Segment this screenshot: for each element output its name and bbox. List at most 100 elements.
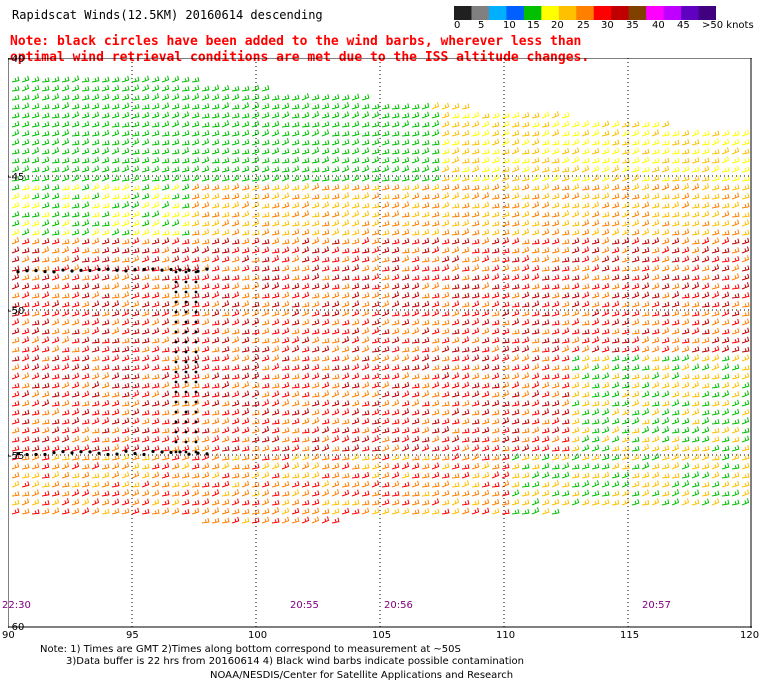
- wind-barb: [41, 399, 50, 407]
- wind-barb: [201, 175, 210, 182]
- wind-barb: [141, 93, 150, 101]
- wind-barb: [251, 111, 260, 119]
- wind-barb: [101, 284, 110, 290]
- wind-barb: [291, 400, 300, 407]
- wind-barb: [481, 156, 490, 164]
- wind-barb: [11, 165, 20, 173]
- wind-barb: [591, 264, 600, 272]
- wind-barb: [711, 318, 720, 326]
- wind-barb: [521, 318, 530, 326]
- wind-barb: [351, 382, 360, 389]
- wind-barb: [301, 471, 310, 479]
- wind-barb: [731, 175, 740, 182]
- contamination-marker: [16, 451, 20, 456]
- wind-barb: [471, 507, 480, 515]
- contamination-marker: [106, 267, 110, 271]
- wind-barb: [341, 255, 350, 263]
- contamination-marker: [194, 280, 198, 284]
- wind-barb: [231, 436, 240, 443]
- wind-barb: [601, 183, 610, 191]
- wind-barb: [231, 472, 240, 479]
- wind-barb: [321, 147, 330, 155]
- wind-barb: [111, 166, 120, 173]
- wind-barb: [351, 309, 360, 317]
- wind-barb: [41, 310, 50, 317]
- wind-barb: [71, 84, 80, 92]
- wind-barb: [271, 301, 280, 308]
- wind-barb: [591, 490, 600, 497]
- wind-barb: [141, 427, 150, 434]
- wind-barb: [321, 229, 330, 236]
- wind-barb: [301, 102, 310, 110]
- wind-barb: [271, 318, 280, 326]
- wind-barb: [481, 346, 490, 353]
- wind-speed-colorbar: [454, 6, 716, 20]
- wind-barb: [281, 291, 290, 299]
- wind-barb: [361, 471, 370, 479]
- wind-barb: [81, 455, 90, 461]
- wind-barb: [361, 455, 370, 461]
- wind-barb: [461, 113, 470, 119]
- wind-barb: [421, 220, 430, 227]
- wind-barb: [521, 194, 530, 200]
- wind-barb: [281, 148, 290, 155]
- wind-barb: [321, 444, 330, 452]
- wind-barb: [601, 337, 610, 344]
- wind-barb: [111, 436, 120, 443]
- wind-barb: [111, 300, 120, 308]
- wind-barb: [721, 265, 730, 272]
- wind-barb: [591, 309, 600, 317]
- wind-barb: [561, 471, 570, 479]
- wind-barb: [331, 156, 340, 164]
- wind-barb: [301, 309, 310, 317]
- wind-barb: [271, 435, 280, 443]
- wind-barb: [341, 300, 350, 308]
- wind-barb: [571, 138, 580, 146]
- wind-barb: [71, 147, 80, 155]
- wind-barb: [731, 157, 740, 164]
- wind-barb: [101, 211, 110, 218]
- wind-barb: [651, 174, 660, 182]
- wind-barb: [511, 354, 520, 362]
- wind-barb: [621, 129, 630, 137]
- wind-barb: [651, 301, 660, 308]
- wind-barb: [371, 508, 380, 515]
- wind-barb: [721, 480, 730, 488]
- wind-barb: [421, 354, 430, 362]
- contamination-marker: [174, 290, 178, 294]
- wind-barb: [211, 489, 220, 497]
- wind-barb: [501, 454, 510, 461]
- wind-barb: [481, 455, 490, 461]
- wind-barb: [61, 418, 70, 425]
- wind-barb: [541, 427, 550, 434]
- wind-barb: [101, 93, 110, 101]
- wind-barb: [121, 229, 130, 236]
- wind-barb: [451, 183, 460, 191]
- wind-barb: [461, 147, 470, 155]
- wind-barb: [691, 175, 700, 182]
- wind-barb: [681, 237, 690, 245]
- wind-barb: [11, 210, 20, 218]
- wind-barb: [241, 318, 250, 326]
- wind-barb: [711, 149, 720, 155]
- wind-barb: [121, 291, 130, 299]
- wind-barb: [261, 374, 270, 380]
- wind-barb: [291, 184, 300, 191]
- wind-barb: [161, 454, 170, 461]
- wind-barb: [731, 426, 740, 434]
- wind-barb: [211, 482, 220, 488]
- wind-barb: [61, 148, 70, 155]
- wind-barb: [371, 175, 380, 182]
- wind-barb: [261, 399, 270, 407]
- wind-barb: [181, 363, 190, 371]
- wind-barb: [91, 247, 100, 254]
- wind-barb: [401, 192, 410, 200]
- wind-barb: [691, 354, 700, 362]
- wind-barb: [711, 138, 720, 146]
- wind-barb: [361, 390, 370, 398]
- wind-barb: [681, 462, 690, 470]
- wind-barb: [451, 212, 460, 218]
- wind-barb: [461, 158, 470, 164]
- wind-barb: [741, 193, 750, 200]
- wind-barb: [61, 174, 70, 182]
